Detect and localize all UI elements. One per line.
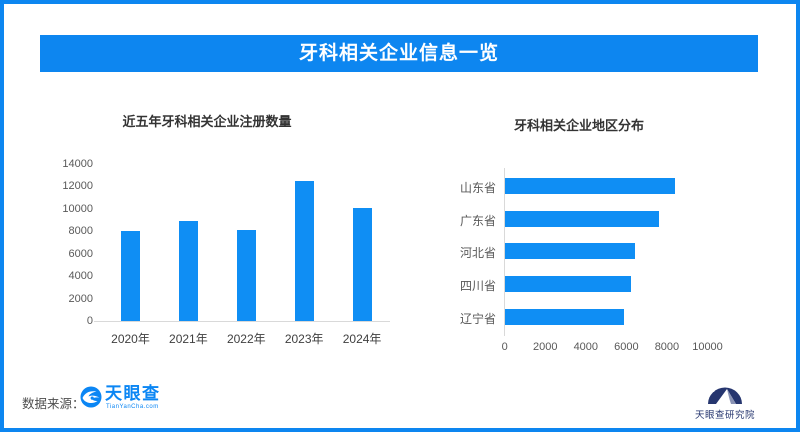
bar-山东省 <box>505 178 676 194</box>
bar-辽宁省 <box>505 308 624 325</box>
x-axis-tick: 8000 <box>654 341 680 353</box>
data-source-label: 数据来源： <box>22 397 85 411</box>
y-axis-tick: 0 <box>86 315 93 327</box>
x-axis-category: 2023年 <box>284 332 324 346</box>
x-axis-category: 2021年 <box>169 332 208 346</box>
y-axis-category: 四川省 <box>459 279 496 294</box>
y-axis-tick: 10000 <box>62 202 93 215</box>
institute-label: 天眼查研究院 <box>694 410 755 421</box>
y-axis-tick: 14000 <box>62 158 93 170</box>
x-axis-tick: 10000 <box>692 341 723 353</box>
bar-2021年 <box>178 221 198 321</box>
x-axis-category: 2024年 <box>342 332 382 346</box>
x-axis-line <box>94 321 390 322</box>
x-axis-tick: 0 <box>501 341 508 353</box>
y-axis-tick: 12000 <box>62 180 93 193</box>
y-axis-tick: 4000 <box>68 270 93 283</box>
x-axis-tick: 6000 <box>614 341 639 353</box>
tianyancha-eye-icon <box>80 386 102 408</box>
bar-2023年 <box>294 180 314 321</box>
x-axis-category: 2020年 <box>111 332 150 346</box>
tianyancha-logo-text: 天眼查 <box>105 384 161 403</box>
y-axis-tick: 8000 <box>68 225 93 238</box>
tianyancha-institute-logo-icon <box>705 374 746 404</box>
left-chart-title: 近五年牙科相关企业注册数量 <box>122 114 292 129</box>
y-axis-category: 辽宁省 <box>459 311 496 326</box>
bar-广东省 <box>505 210 660 227</box>
y-axis-category: 山东省 <box>459 181 496 195</box>
y-axis-category: 河北省 <box>459 246 496 261</box>
y-axis-tick: 6000 <box>68 247 93 260</box>
y-axis-tick: 2000 <box>68 292 93 305</box>
x-axis-tick: 2000 <box>533 341 558 353</box>
bar-四川省 <box>505 276 631 293</box>
x-axis-category: 2022年 <box>226 332 266 346</box>
bar-河北省 <box>505 243 635 260</box>
bar-2020年 <box>121 231 140 321</box>
right-chart-title: 牙科相关企业地区分布 <box>513 118 644 133</box>
page-title: 牙科相关企业信息一览 <box>40 35 758 72</box>
tianyancha-logo-subtext: TianYanCha.com <box>106 404 159 410</box>
y-axis-category: 广东省 <box>459 213 496 228</box>
bar-2022年 <box>236 229 256 321</box>
y-axis-line <box>504 168 505 336</box>
x-axis-tick: 4000 <box>573 341 599 353</box>
bar-2024年 <box>352 207 372 321</box>
